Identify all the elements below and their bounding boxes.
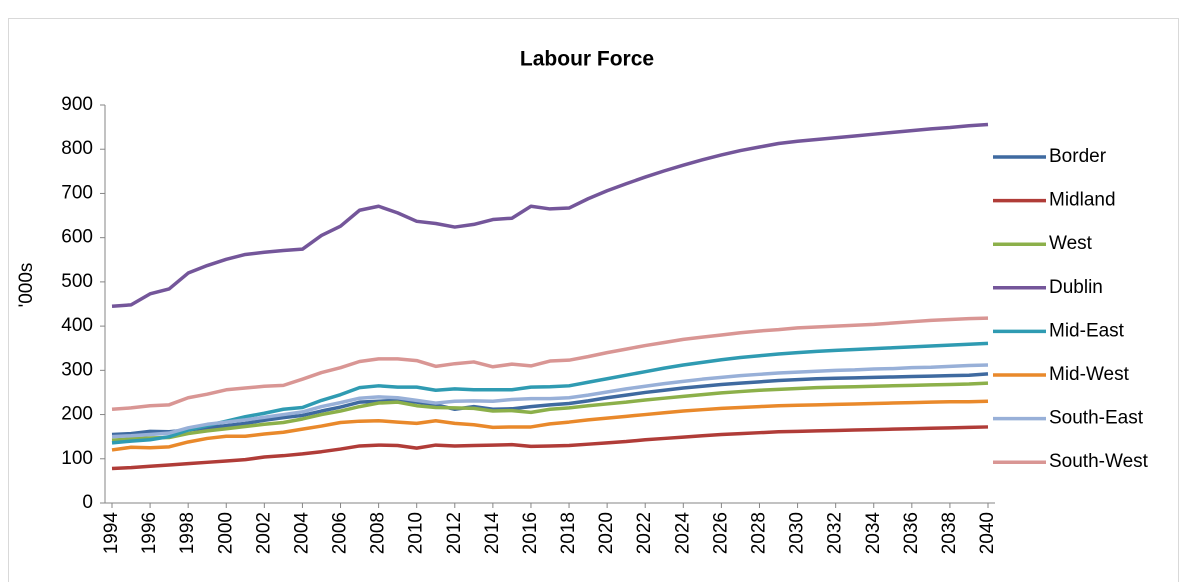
- y-tick-label: 0: [82, 492, 93, 513]
- y-tick-label: 900: [61, 94, 93, 115]
- x-tick-label: 1998: [177, 512, 198, 554]
- y-tick-label: 300: [61, 359, 93, 380]
- series-line: [111, 399, 989, 452]
- x-tick-label: 2034: [863, 512, 884, 555]
- legend-label: Mid-East: [1049, 320, 1125, 341]
- series-line: [111, 122, 989, 308]
- legend-label: Border: [1049, 146, 1107, 167]
- series-line: [111, 341, 989, 445]
- x-tick-label: 2012: [444, 512, 465, 554]
- y-axis-label: '000s: [16, 263, 37, 308]
- x-tick-label: 2006: [330, 512, 351, 554]
- y-tick-label: 200: [61, 404, 93, 425]
- x-tick-label: 2014: [482, 512, 503, 555]
- x-tick-label: 2010: [406, 512, 427, 554]
- y-tick-label: 600: [61, 227, 93, 248]
- x-tick-label: 1994: [101, 512, 122, 555]
- series-line: [111, 425, 989, 471]
- x-tick-label: 2008: [368, 512, 389, 554]
- chart-title: Labour Force: [520, 48, 654, 71]
- chart-frame: [8, 18, 1179, 582]
- x-tick-label: 2004: [291, 512, 312, 555]
- x-tick-label: 2038: [939, 512, 960, 554]
- x-tick-label: 2040: [977, 512, 998, 554]
- y-tick-label: 400: [61, 315, 93, 336]
- series-line: [111, 363, 989, 439]
- x-tick-label: 2028: [748, 512, 769, 554]
- x-tick-label: 2018: [558, 512, 579, 554]
- legend-label: South-West: [1049, 451, 1149, 472]
- x-tick-label: 2016: [520, 512, 541, 554]
- series-line: [111, 372, 989, 437]
- y-tick-label: 800: [61, 138, 93, 159]
- x-tick-label: 2032: [825, 512, 846, 554]
- legend-label: West: [1049, 233, 1093, 254]
- x-tick-label: 2022: [634, 512, 655, 554]
- x-tick-label: 2036: [901, 512, 922, 554]
- x-tick-label: 2026: [710, 512, 731, 554]
- x-tick-label: 2002: [253, 512, 274, 554]
- x-tick-label: 2000: [215, 512, 236, 554]
- legend-label: Midland: [1049, 190, 1116, 211]
- series-line: [111, 381, 989, 442]
- x-tick-label: 2024: [672, 512, 693, 555]
- x-tick-label: 2020: [596, 512, 617, 554]
- x-tick-label: 1996: [139, 512, 160, 554]
- legend-label: South-East: [1049, 408, 1144, 429]
- legend-label: Dublin: [1049, 277, 1103, 298]
- x-tick-label: 2030: [787, 512, 808, 554]
- y-tick-label: 500: [61, 271, 93, 292]
- legend-label: Mid-West: [1049, 364, 1130, 385]
- series-line: [111, 316, 989, 411]
- y-tick-label: 700: [61, 182, 93, 203]
- y-tick-label: 100: [61, 448, 93, 469]
